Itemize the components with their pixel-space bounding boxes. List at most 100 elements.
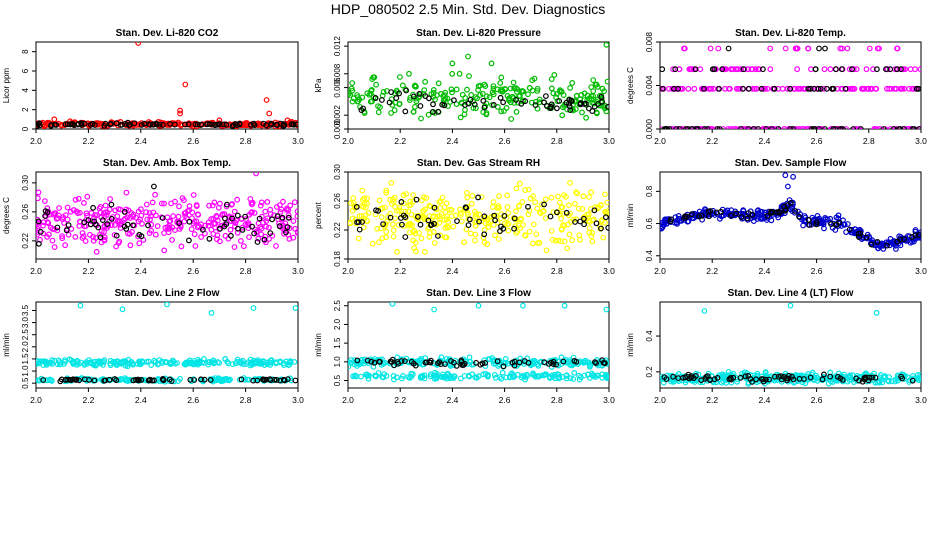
data-point xyxy=(221,223,228,230)
data-point xyxy=(490,83,497,89)
data-point xyxy=(51,116,58,123)
data-point xyxy=(660,126,664,129)
data-point xyxy=(766,376,772,383)
data-point xyxy=(684,213,690,220)
data-point xyxy=(783,375,790,382)
data-point xyxy=(859,85,866,92)
data-point xyxy=(529,240,536,247)
data-point xyxy=(475,83,482,89)
data-point xyxy=(168,200,175,207)
data-point xyxy=(518,216,524,223)
data-point xyxy=(159,215,166,221)
data-point xyxy=(753,376,759,383)
chart-panel: Stan. Dev. Li-820 Temp.degrees C2.0 2.2 2.… xyxy=(626,28,927,146)
data-point xyxy=(604,375,609,382)
data-point xyxy=(258,231,265,238)
x-tick-label: 2.4 xyxy=(758,136,770,146)
data-point xyxy=(421,87,428,93)
data-point xyxy=(369,240,376,247)
data-point xyxy=(221,215,228,222)
data-point xyxy=(72,233,79,240)
data-point xyxy=(398,198,405,205)
data-point xyxy=(536,239,543,246)
data-point xyxy=(508,116,515,122)
data-point xyxy=(472,237,478,244)
data-point xyxy=(707,45,714,52)
data-point xyxy=(161,230,168,237)
y-axis: 0 2 4 6 8 xyxy=(21,49,36,131)
data-point xyxy=(206,121,213,127)
data-point xyxy=(786,197,793,204)
data-point xyxy=(676,126,683,129)
data-point xyxy=(538,372,545,379)
data-point xyxy=(372,94,379,101)
data-point xyxy=(160,121,166,128)
data-point xyxy=(839,45,845,52)
data-point xyxy=(567,84,573,91)
data-point xyxy=(749,379,755,385)
data-point xyxy=(539,201,545,208)
data-point xyxy=(269,216,276,223)
data-point xyxy=(698,212,705,219)
data-point xyxy=(839,377,846,383)
data-point xyxy=(178,243,185,250)
data-point xyxy=(417,103,424,109)
chart-title: Stan. Dev. Sample Flow xyxy=(735,158,847,169)
data-point xyxy=(824,85,830,92)
data-series xyxy=(661,371,916,385)
data-point xyxy=(853,375,860,382)
data-point xyxy=(542,215,549,222)
data-point xyxy=(69,121,76,128)
data-point xyxy=(198,376,204,383)
data-point xyxy=(679,126,686,129)
data-point xyxy=(62,121,69,128)
data-point xyxy=(781,126,788,129)
data-point xyxy=(480,371,487,378)
data-point xyxy=(177,107,184,114)
data-point xyxy=(242,213,249,220)
data-point xyxy=(472,231,479,238)
data-point xyxy=(704,126,711,129)
data-point xyxy=(223,201,230,208)
data-point xyxy=(569,79,576,86)
data-point xyxy=(660,225,665,232)
data-point xyxy=(416,90,423,97)
data-point xyxy=(461,239,468,246)
data-point xyxy=(266,376,273,383)
data-point xyxy=(790,376,797,383)
data-point xyxy=(161,247,168,254)
data-point xyxy=(533,231,540,238)
data-point xyxy=(96,231,103,238)
data-point xyxy=(107,357,114,364)
data-point xyxy=(457,375,464,382)
data-point xyxy=(917,66,921,73)
data-point xyxy=(738,214,745,220)
x-tick-label: 2.0 xyxy=(654,136,666,146)
data-point xyxy=(410,371,416,378)
data-point xyxy=(361,195,368,202)
data-point xyxy=(859,378,866,385)
data-point xyxy=(361,108,368,115)
data-point xyxy=(585,359,592,366)
x-tick-label: 2.0 xyxy=(342,266,354,276)
data-point xyxy=(693,370,699,377)
data-point xyxy=(434,92,440,98)
x-tick-label: 2.8 xyxy=(240,136,252,146)
data-point xyxy=(287,202,294,209)
data-point xyxy=(198,121,205,128)
data-point xyxy=(767,66,774,73)
data-point xyxy=(186,203,193,210)
data-point xyxy=(391,376,397,383)
data-point xyxy=(805,45,811,52)
data-point xyxy=(426,233,433,240)
x-tick-label: 2.6 xyxy=(499,136,511,146)
data-point xyxy=(127,215,134,221)
data-point xyxy=(716,85,722,92)
data-point xyxy=(797,214,803,221)
data-point xyxy=(106,376,113,383)
data-point xyxy=(688,126,695,129)
x-tick-label: 2.6 xyxy=(499,266,511,276)
data-point xyxy=(697,66,704,73)
y-tick-label: 0.012 xyxy=(333,36,342,57)
data-point xyxy=(812,126,818,129)
